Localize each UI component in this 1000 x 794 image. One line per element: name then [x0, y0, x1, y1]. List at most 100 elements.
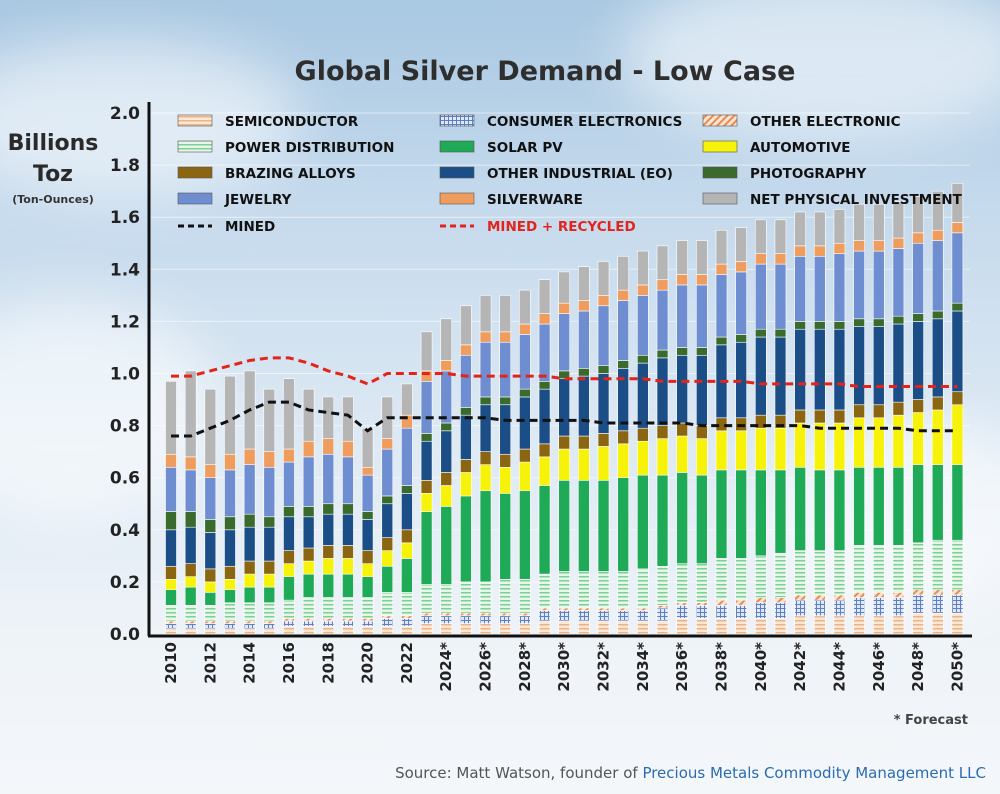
- bar-segment: [754, 253, 767, 265]
- bar-segment: [735, 261, 747, 273]
- bar-segment: [538, 485, 551, 575]
- bar-segment: [735, 618, 747, 635]
- bar-segment: [460, 305, 472, 346]
- bar-segment: [302, 625, 315, 635]
- y-axis-label-line-2: Toz: [33, 162, 73, 187]
- bar-segment: [204, 568, 217, 583]
- bar-segment: [617, 610, 629, 622]
- bar-segment: [519, 289, 531, 325]
- bar-segment: [499, 341, 512, 398]
- bar-segment: [558, 378, 571, 437]
- bar-segment: [224, 623, 236, 630]
- bar-segment: [440, 360, 453, 372]
- bar-segment: [774, 602, 787, 619]
- bar-segment: [519, 490, 531, 580]
- bar-segment: [184, 456, 197, 471]
- bar-segment: [440, 472, 453, 486]
- x-tick-label: 2028*: [516, 642, 534, 692]
- bar-segment: [872, 592, 885, 598]
- x-tick-label: 2044*: [830, 642, 848, 692]
- bar-segment: [597, 365, 610, 374]
- bar-segment: [813, 550, 826, 596]
- bar-segment: [479, 464, 492, 492]
- bar-segment: [931, 310, 944, 320]
- bar-2047: [892, 201, 905, 635]
- bar-2021: [381, 396, 394, 635]
- bar-segment: [460, 615, 472, 624]
- bar-segment: [342, 625, 354, 635]
- bar-segment: [499, 396, 512, 406]
- legend-item: PHOTOGRAPHY: [702, 166, 866, 182]
- bar-segment: [440, 623, 453, 635]
- bar-segment: [499, 578, 512, 614]
- bar-segment: [597, 261, 610, 296]
- x-tick-label: 2040*: [752, 642, 770, 692]
- legend-item: SEMICONDUCTOR: [177, 114, 359, 130]
- bar-segment: [460, 407, 472, 416]
- legend-item: SILVERWARE: [439, 192, 583, 208]
- bar-segment: [342, 620, 354, 627]
- x-tick-label: 2018: [319, 642, 337, 684]
- bar-segment: [479, 451, 492, 465]
- bar-segment: [204, 628, 217, 635]
- legend-swatch: [439, 114, 475, 127]
- bar-segment: [774, 328, 787, 338]
- bar-segment: [184, 469, 197, 512]
- bar-2045: [853, 203, 865, 635]
- bar-segment: [912, 242, 924, 314]
- bar-segment: [951, 589, 964, 596]
- bar-segment: [892, 201, 905, 239]
- bar-segment: [578, 367, 590, 377]
- legend-swatch: [177, 166, 213, 179]
- bar-segment: [420, 493, 433, 512]
- bar-segment: [479, 623, 492, 635]
- bar-segment: [224, 469, 236, 518]
- bar-segment: [637, 295, 649, 356]
- bar-segment: [558, 607, 571, 611]
- bar-segment: [420, 615, 433, 624]
- bar-segment: [715, 430, 728, 471]
- bar-segment: [853, 404, 865, 419]
- bar-segment: [538, 573, 551, 609]
- source-credit: Source: Matt Watson, founder of Precious…: [395, 764, 986, 782]
- bar-segment: [322, 620, 335, 627]
- legend-item: SOLAR PV: [439, 140, 563, 156]
- bar-segment: [263, 516, 276, 528]
- bar-2032: [597, 261, 610, 635]
- bar-segment: [538, 313, 551, 325]
- bar-segment: [637, 474, 649, 570]
- source-organization[interactable]: Precious Metals Commodity Management LLC: [642, 764, 986, 782]
- bar-segment: [637, 427, 649, 442]
- bar-segment: [578, 610, 590, 622]
- bar-segment: [479, 404, 492, 452]
- bar-segment: [794, 422, 806, 468]
- bar-segment: [853, 250, 865, 320]
- bar-segment: [774, 597, 787, 604]
- bar-segment: [499, 404, 512, 455]
- bar-segment: [460, 581, 472, 614]
- bar-segment: [578, 310, 590, 369]
- bar-segment: [794, 321, 806, 330]
- bar-segment: [499, 466, 512, 494]
- bar-2034: [637, 250, 649, 635]
- bar-segment: [479, 581, 492, 614]
- bar-segment: [676, 284, 688, 348]
- bar-segment: [440, 612, 453, 617]
- bar-segment: [637, 250, 649, 286]
- bar-segment: [538, 607, 551, 611]
- bar-segment: [204, 592, 217, 606]
- bar-segment: [754, 427, 767, 471]
- bar-segment: [401, 558, 413, 593]
- y-tick-label: 0.0: [110, 625, 140, 645]
- bar-segment: [715, 274, 728, 338]
- bar-segment: [931, 594, 944, 614]
- bar-segment: [322, 396, 335, 439]
- x-tick-label: 2030*: [555, 642, 573, 692]
- bar-segment: [440, 422, 453, 432]
- bar-segment: [342, 513, 354, 546]
- bar-segment: [813, 255, 826, 322]
- bar-segment: [519, 448, 531, 463]
- bar-segment: [361, 618, 374, 622]
- bar-segment: [263, 628, 276, 635]
- bar-segment: [735, 469, 747, 559]
